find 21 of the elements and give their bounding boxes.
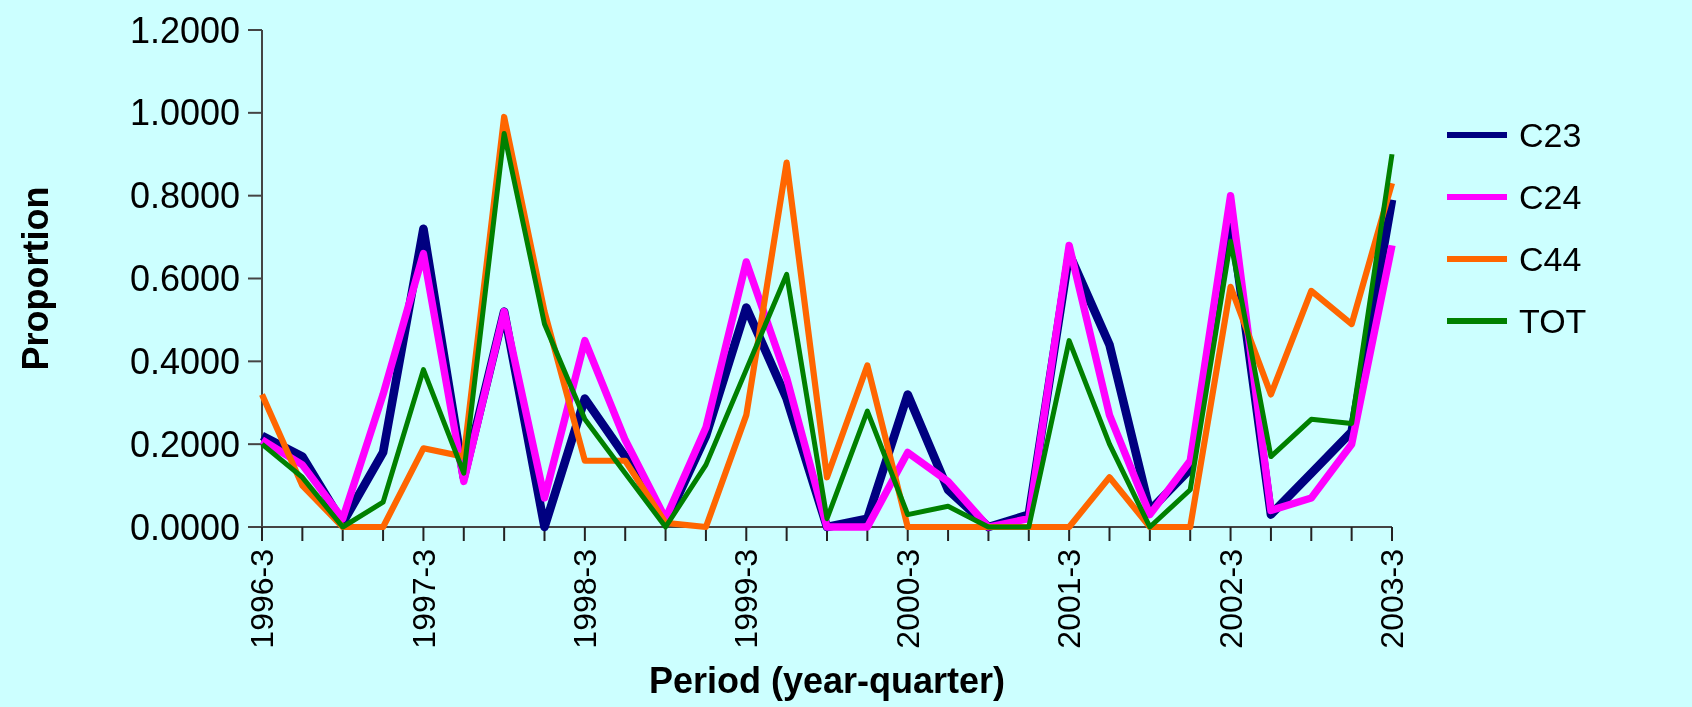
y-tick-label: 0.4000 [129, 340, 240, 382]
x-tick-label: 2002-3 [1212, 549, 1249, 649]
legend-label: C24 [1519, 177, 1582, 216]
y-tick-label: 1.0000 [129, 92, 240, 134]
x-tick-label: 2003-3 [1374, 549, 1411, 649]
x-tick-label: 1999-3 [728, 549, 765, 649]
x-tick-label: 1997-3 [405, 549, 442, 649]
y-tick-label: 0.0000 [129, 506, 240, 548]
y-tick-label: 0.2000 [129, 423, 240, 465]
y-tick-label: 0.6000 [129, 258, 240, 300]
x-tick-label: 2000-3 [889, 549, 926, 649]
legend-label: C23 [1519, 115, 1582, 154]
y-tick-label: 0.8000 [129, 175, 240, 217]
x-axis-title: Period (year-quarter) [648, 660, 1006, 701]
legend-label: TOT [1519, 301, 1587, 340]
y-tick-label: 1.2000 [129, 9, 240, 51]
x-tick-label: 2001-3 [1051, 549, 1088, 649]
y-axis-title: Proportion [15, 186, 56, 371]
x-tick-label: 1998-3 [567, 549, 604, 649]
x-tick-label: 1996-3 [244, 549, 281, 649]
legend-label: C44 [1519, 239, 1582, 278]
